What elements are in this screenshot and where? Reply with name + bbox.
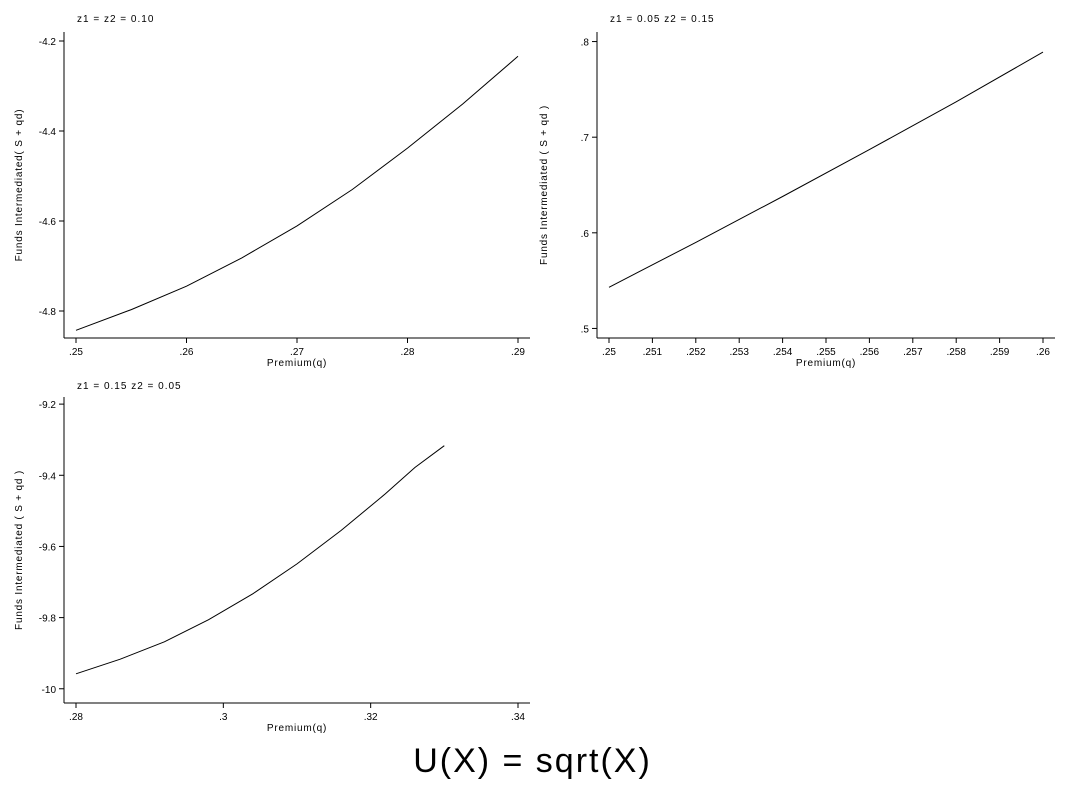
y-tick-label: .7 xyxy=(581,133,590,144)
x-tick-label: .29 xyxy=(511,347,525,358)
x-tick-label: .252 xyxy=(686,347,706,358)
x-tick-label: .253 xyxy=(729,347,749,358)
y-tick-label: .6 xyxy=(581,229,590,240)
series-line xyxy=(75,55,519,331)
y-axis-label: Funds Intermediated ( S + qd ) xyxy=(14,470,25,630)
x-tick-label: .34 xyxy=(511,712,525,723)
y-tick-label: .5 xyxy=(581,324,590,335)
x-tick-label: .255 xyxy=(816,347,836,358)
x-tick-label: .256 xyxy=(860,347,880,358)
x-tick-label: .26 xyxy=(180,347,194,358)
x-tick-label: .28 xyxy=(69,712,83,723)
y-tick-label: .8 xyxy=(581,38,590,49)
x-tick-label: .26 xyxy=(1036,347,1050,358)
x-tick-label: .27 xyxy=(290,347,304,358)
chart-panel-3: z1 = 0.15 z2 = 0.05 -10 -9.8 -9.6 -9.4 -9.2 .2… xyxy=(14,381,530,734)
x-tick-label: .25 xyxy=(69,347,83,358)
y-tick-label: -4.6 xyxy=(39,217,57,228)
y-tick-label: -9.8 xyxy=(39,614,57,625)
y-tick-label: -4.8 xyxy=(39,307,57,318)
y-tick-label: -9.4 xyxy=(39,471,57,482)
y-axis-label: Funds Intermediated ( S + qd ) xyxy=(539,105,550,265)
panel-title: z1 = z2 = 0.10 xyxy=(77,14,154,25)
x-tick-label: .28 xyxy=(401,347,415,358)
x-tick-label: .254 xyxy=(773,347,793,358)
series-line xyxy=(75,445,445,675)
figure-caption: U(X) = sqrt(X) xyxy=(413,742,652,780)
x-axis-label: Premium(q) xyxy=(796,358,856,369)
x-tick-label: .259 xyxy=(990,347,1010,358)
y-tick-label: -10 xyxy=(42,685,57,696)
y-axis-label: Funds Intermediated( S + qd) xyxy=(14,109,25,262)
y-tick-label: -9.6 xyxy=(39,542,57,553)
x-tick-label: .251 xyxy=(643,347,663,358)
y-tick-label: -4.2 xyxy=(39,37,57,48)
panel-title: z1 = 0.15 z2 = 0.05 xyxy=(77,381,182,392)
x-tick-label: .25 xyxy=(602,347,616,358)
panel-title: z1 = 0.05 z2 = 0.15 xyxy=(610,14,715,25)
chart-panel-1: z1 = z2 = 0.10 -4.8 -4.6 -4.4 -4.2 .25 .26 .27.… xyxy=(14,14,530,369)
y-tick-label: -9.2 xyxy=(39,400,57,411)
x-tick-label: .257 xyxy=(903,347,923,358)
x-tick-label: .258 xyxy=(946,347,966,358)
chart-panel-2: z1 = 0.05 z2 = 0.15 .5 .6 .7 .8 .25 .251 .252 .2… xyxy=(539,14,1055,369)
x-tick-label: .3 xyxy=(219,712,228,723)
x-axis-label: Premium(q) xyxy=(267,723,327,734)
y-tick-label: -4.4 xyxy=(39,127,57,138)
series-line xyxy=(608,51,1044,288)
x-axis-label: Premium(q) xyxy=(267,358,327,369)
x-tick-label: .32 xyxy=(364,712,378,723)
